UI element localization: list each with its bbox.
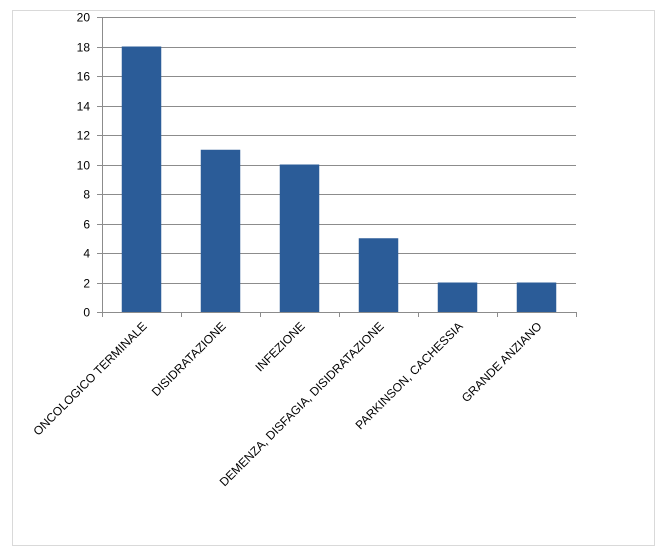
- x-category-label: ONCOLOGICO TERMINALE: [30, 319, 149, 438]
- bar: [279, 164, 320, 312]
- x-axis: [102, 17, 577, 317]
- bar: [437, 282, 478, 312]
- bar: [121, 46, 162, 312]
- gridlines: [102, 17, 576, 313]
- y-tick-label: 10: [77, 159, 91, 173]
- y-tick-label: 20: [77, 11, 91, 25]
- x-axis-labels: ONCOLOGICO TERMINALE DISIDRATAZIONE INFEZI…: [30, 319, 544, 489]
- x-category-label: INFEZIONE: [252, 319, 307, 374]
- x-category-label: DEMENZA, DISFAGIA, DISIDRATAZIONE: [217, 319, 387, 489]
- y-tick-label: 8: [83, 188, 90, 202]
- y-tick-label: 18: [77, 41, 91, 55]
- y-axis-ticks: 0 2 4 6 8 10 12 14 16 18 20: [77, 11, 102, 320]
- bars: [121, 46, 557, 312]
- bar: [200, 149, 241, 312]
- bar: [358, 238, 399, 312]
- chart-frame: [12, 10, 655, 546]
- y-tick-label: 2: [83, 277, 90, 291]
- x-category-label: DISIDRATAZIONE: [149, 319, 229, 399]
- bar: [516, 282, 557, 312]
- y-tick-label: 14: [77, 100, 91, 114]
- y-tick-label: 16: [77, 70, 91, 84]
- y-tick-label: 4: [83, 247, 90, 261]
- y-tick-label: 6: [83, 218, 90, 232]
- y-tick-label: 12: [77, 129, 91, 143]
- x-category-label: GRANDE ANZIANO: [459, 319, 545, 405]
- y-tick-label: 0: [83, 306, 90, 320]
